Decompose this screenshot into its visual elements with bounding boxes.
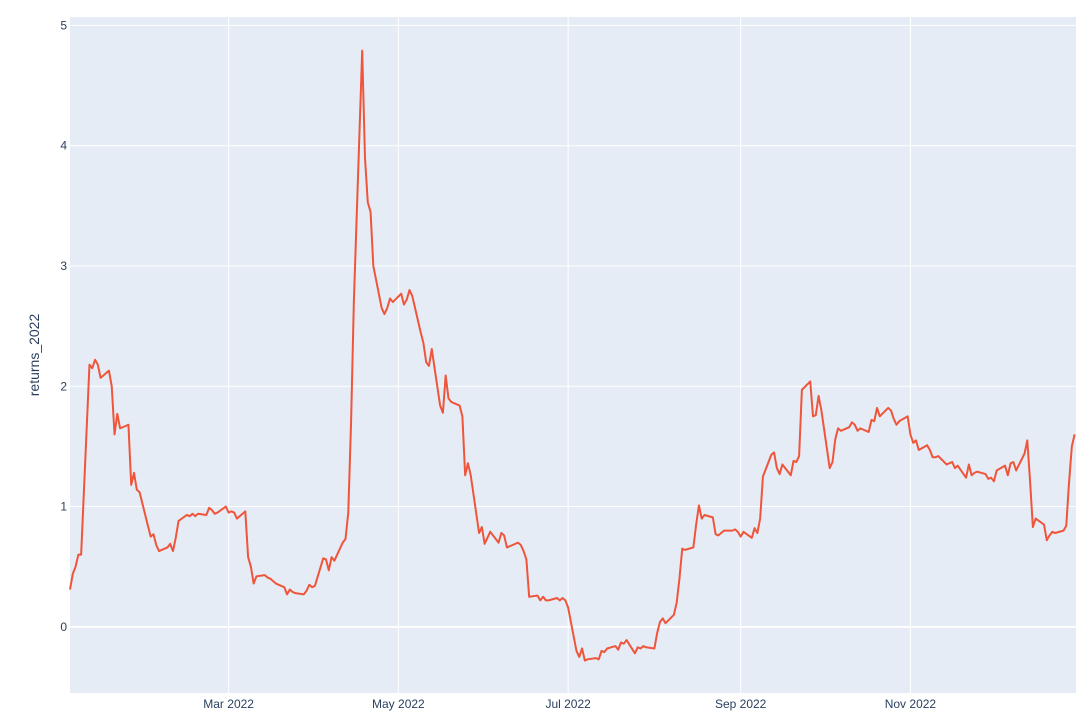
y-axis-title: returns_2022 bbox=[26, 314, 42, 397]
y-tick-label: 4 bbox=[60, 139, 67, 153]
y-tick-label: 1 bbox=[60, 500, 67, 514]
y-tick-label: 2 bbox=[60, 379, 67, 393]
x-gridlines bbox=[228, 17, 911, 693]
y-tick-label: 5 bbox=[60, 18, 67, 32]
y-gridlines bbox=[70, 24, 1076, 628]
y-tick-label: 0 bbox=[60, 620, 67, 634]
x-tick-label: Nov 2022 bbox=[885, 697, 937, 711]
plot-area bbox=[70, 17, 1076, 693]
y-tick-label: 3 bbox=[60, 259, 67, 273]
x-tick-label: Sep 2022 bbox=[715, 697, 767, 711]
x-tick-label: Mar 2022 bbox=[203, 697, 254, 711]
x-axis-tick-labels: Mar 2022 May 2022 Jul 2022 Sep 2022 Nov 2022 bbox=[203, 697, 936, 711]
x-tick-label: Jul 2022 bbox=[545, 697, 591, 711]
series-line-returns bbox=[69, 49, 1076, 662]
y-axis-tick-labels: 0 1 2 3 4 5 bbox=[60, 18, 67, 633]
x-tick-label: May 2022 bbox=[372, 697, 425, 711]
